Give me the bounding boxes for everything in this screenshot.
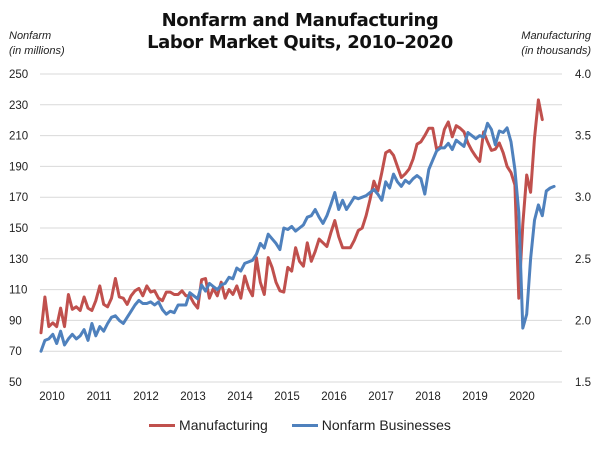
left-tick-label: 150 [9,223,28,235]
left-tick-label: 130 [9,254,28,266]
right-tick-label: 1.5 [575,377,591,389]
x-tick-label: 2015 [274,391,300,403]
right-axis-ticks: 4.0 3.5 3.0 2.5 2.0 1.5 [575,69,591,389]
chart-title-line2: Labor Market Quits, 2010–2020 [147,32,453,53]
left-axis-title: Nonfarm (in millions) [9,29,65,59]
left-tick-label: 170 [9,192,28,204]
left-tick-label: 110 [9,285,27,297]
left-tick-label: 230 [9,100,28,112]
right-axis-title: Manufacturing (in thousands) [521,29,591,59]
x-tick-label: 2010 [39,391,65,403]
left-tick-label: 90 [9,315,22,327]
right-tick-label: 2.0 [575,315,591,327]
left-tick-label: 190 [9,161,28,173]
x-axis-ticks: 2010 2011 2012 2013 2014 2015 2016 2017 2018 2019… [39,391,535,403]
x-tick-label: 2018 [415,391,441,403]
left-tick-label: 70 [9,346,22,358]
left-tick-label: 210 [9,131,28,143]
left-tick-label: 250 [9,69,28,81]
chart-title-line1: Nonfarm and Manufacturing [161,10,439,31]
legend-swatch-manufacturing [149,423,176,427]
right-tick-label: 3.5 [575,131,591,143]
x-tick-label: 2013 [180,391,206,403]
right-tick-label: 2.5 [575,254,591,266]
x-tick-label: 2016 [321,391,347,403]
legend: Manufacturing Nonfarm Businesses [0,417,600,433]
legend-label-nonfarm: Nonfarm Businesses [321,417,451,433]
x-tick-label: 2012 [133,391,159,403]
right-axis-title-line1: Manufacturing [521,30,591,42]
x-tick-label: 2014 [227,391,253,403]
x-tick-label: 2011 [87,391,112,403]
right-tick-label: 4.0 [575,69,591,81]
x-tick-label: 2019 [462,391,488,403]
x-tick-label: 2017 [368,391,394,403]
legend-swatch-nonfarm [291,423,318,427]
legend-item-manufacturing: Manufacturing [149,417,268,433]
series-line-manufacturing [39,98,544,335]
chart-plot: 250 230 210 190 170 150 130 110 90 70 50 4.0 3.5 3.0… [9,69,591,403]
x-tick-label: 2020 [509,391,535,403]
right-tick-label: 3.0 [575,192,591,204]
legend-label-manufacturing: Manufacturing [179,417,268,433]
legend-item-nonfarm: Nonfarm Businesses [291,417,451,433]
series-lines [39,98,556,353]
series-line-nonfarm-businesses [39,121,556,353]
left-tick-label: 50 [9,377,22,389]
left-axis-title-line1: Nonfarm [9,30,52,42]
chart-title: Nonfarm and Manufacturing Labor Market Q… [0,10,600,54]
left-axis-title-line2: (in millions) [9,45,65,57]
right-axis-title-line2: (in thousands) [521,45,591,57]
left-axis-ticks: 250 230 210 190 170 150 130 110 90 70 50 [9,69,28,389]
